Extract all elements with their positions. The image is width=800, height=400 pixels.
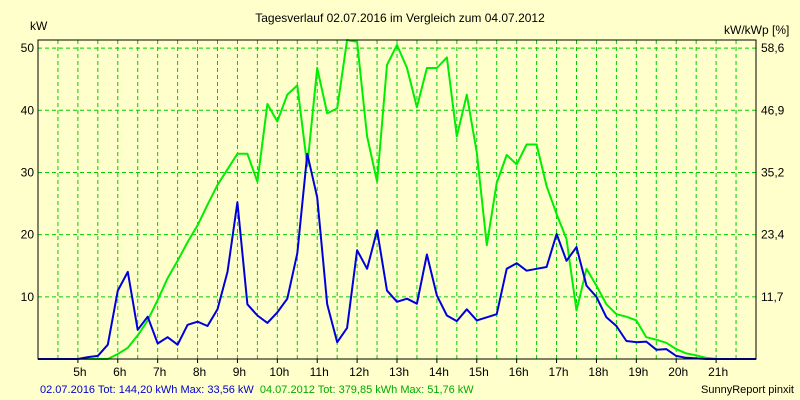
x-tick-label: 14h [429,365,449,379]
footer-series-1: 02.07.2016 Tot: 144,20 kWh Max: 33,56 kW [40,384,254,396]
y-left-tick-label: 10 [21,290,35,304]
plot-area [38,40,756,359]
x-tick-label: 11h [310,365,329,379]
y-right-tick-label: 23,4 [761,228,785,242]
series-group [38,39,756,360]
y-left-tick-label: 30 [21,165,35,179]
y-left-tick-label: 20 [21,228,35,242]
y-left-tick-label: 40 [21,103,35,117]
footer-series-2: 04.07.2012 Tot: 379,85 kWh Max: 51,76 kW [260,384,474,396]
footer-credit: SunnyReport pinxit [701,384,794,396]
series-line-1 [38,152,756,360]
y-axis-left-label: kW [30,19,48,33]
y-right-tick-label: 58,6 [761,41,785,55]
x-tick-label: 18h [588,365,608,379]
x-tick-label: 6h [113,365,126,379]
x-tick-label: 10h [269,365,289,379]
y-right-tick-label: 11,7 [761,290,784,304]
x-tick-label: 12h [349,365,369,379]
footer-legend: 02.07.2016 Tot: 144,20 kWh Max: 33,56 kW… [40,384,474,396]
x-tick-label: 16h [509,365,529,379]
x-tick-label: 13h [389,365,409,379]
y-right-tick-label: 35,2 [761,165,785,179]
y-left-tick-label: 50 [21,41,35,55]
x-tick-label: 20h [668,365,688,379]
chart-title: Tagesverlauf 02.07.2016 im Vergleich zum… [255,11,545,25]
series-line-2 [38,39,756,360]
y-axis-right-label: kW/kWp [%] [724,23,789,37]
x-tick-label: 8h [193,365,206,379]
plot-border [37,39,757,360]
x-tick-label: 19h [628,365,648,379]
x-tick-label: 7h [153,365,166,379]
ticks: 10 11,7 20 23,4 30 35,2 40 46,9 50 58,6 5h 6h 7h 8h 9h… [21,41,785,379]
x-tick-label: 17h [549,365,569,379]
y-right-tick-label: 46,9 [761,103,785,117]
grid [38,40,756,359]
x-tick-label: 5h [73,365,86,379]
x-tick-label: 21h [708,365,728,379]
x-tick-label: 9h [233,365,246,379]
x-tick-label: 15h [469,365,489,379]
